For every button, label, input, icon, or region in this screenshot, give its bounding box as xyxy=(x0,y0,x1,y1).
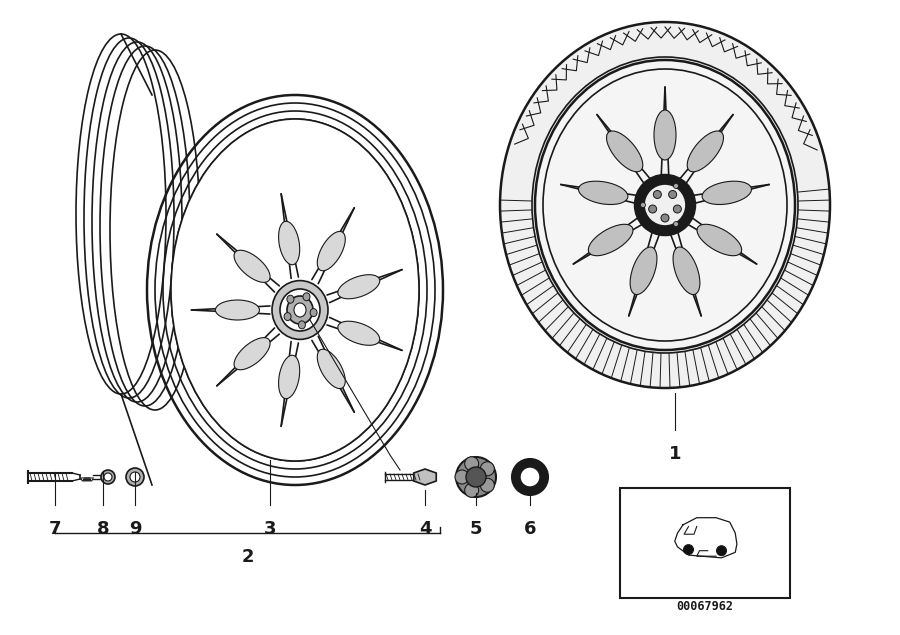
Text: 9: 9 xyxy=(129,520,141,538)
Text: 5: 5 xyxy=(470,520,482,538)
Ellipse shape xyxy=(661,214,669,222)
Ellipse shape xyxy=(279,355,300,399)
Ellipse shape xyxy=(500,22,830,388)
Ellipse shape xyxy=(654,110,676,160)
Ellipse shape xyxy=(498,20,832,390)
Ellipse shape xyxy=(673,222,679,227)
Ellipse shape xyxy=(607,131,643,172)
Ellipse shape xyxy=(126,468,144,486)
Ellipse shape xyxy=(684,545,694,554)
Ellipse shape xyxy=(455,470,469,484)
Ellipse shape xyxy=(579,181,628,204)
Ellipse shape xyxy=(287,296,313,324)
Ellipse shape xyxy=(171,119,419,461)
Ellipse shape xyxy=(287,295,294,303)
Text: 4: 4 xyxy=(418,520,431,538)
Ellipse shape xyxy=(280,289,320,331)
Ellipse shape xyxy=(279,222,300,265)
Ellipse shape xyxy=(653,190,662,199)
Ellipse shape xyxy=(635,175,695,235)
Ellipse shape xyxy=(641,203,645,208)
Text: 00067962: 00067962 xyxy=(677,600,733,613)
Ellipse shape xyxy=(303,293,310,301)
Ellipse shape xyxy=(234,250,270,283)
Ellipse shape xyxy=(310,309,317,317)
Ellipse shape xyxy=(673,184,679,189)
Ellipse shape xyxy=(520,467,540,487)
Ellipse shape xyxy=(272,281,328,339)
Ellipse shape xyxy=(338,321,380,345)
Ellipse shape xyxy=(697,224,742,256)
Ellipse shape xyxy=(673,247,700,295)
Ellipse shape xyxy=(512,459,548,495)
Ellipse shape xyxy=(101,470,115,484)
Text: 7: 7 xyxy=(49,520,61,538)
Ellipse shape xyxy=(649,205,657,213)
Ellipse shape xyxy=(294,303,306,317)
Ellipse shape xyxy=(318,231,346,271)
Ellipse shape xyxy=(535,60,795,350)
Ellipse shape xyxy=(669,190,677,199)
Ellipse shape xyxy=(464,457,479,471)
Ellipse shape xyxy=(481,462,494,476)
Ellipse shape xyxy=(234,338,270,370)
Ellipse shape xyxy=(589,224,633,256)
Ellipse shape xyxy=(104,473,112,481)
Ellipse shape xyxy=(284,312,291,321)
Ellipse shape xyxy=(299,321,305,329)
Text: 8: 8 xyxy=(96,520,109,538)
Ellipse shape xyxy=(630,247,657,295)
Text: 6: 6 xyxy=(524,520,536,538)
Ellipse shape xyxy=(716,545,726,556)
Text: 1: 1 xyxy=(669,445,681,463)
Ellipse shape xyxy=(215,300,259,320)
Ellipse shape xyxy=(130,472,140,482)
Ellipse shape xyxy=(456,457,496,497)
Ellipse shape xyxy=(532,57,798,353)
Ellipse shape xyxy=(481,478,494,492)
Polygon shape xyxy=(414,469,436,485)
Ellipse shape xyxy=(644,184,686,226)
Ellipse shape xyxy=(466,467,486,487)
Ellipse shape xyxy=(464,483,479,497)
Ellipse shape xyxy=(171,119,419,461)
Text: 3: 3 xyxy=(264,520,276,538)
Ellipse shape xyxy=(702,181,752,204)
Ellipse shape xyxy=(688,131,724,172)
Bar xyxy=(620,488,790,598)
Ellipse shape xyxy=(145,93,445,487)
Ellipse shape xyxy=(673,205,681,213)
Text: 2: 2 xyxy=(242,548,254,566)
Ellipse shape xyxy=(338,275,380,299)
Ellipse shape xyxy=(318,349,346,389)
